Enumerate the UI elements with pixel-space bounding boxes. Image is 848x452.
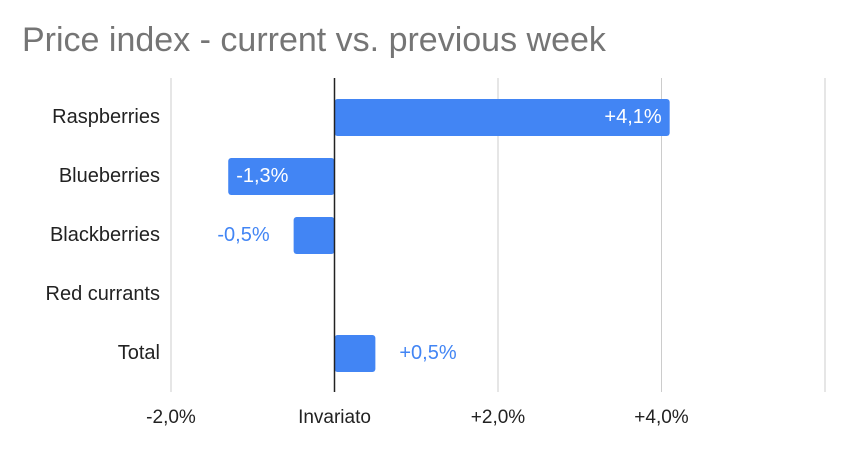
bar xyxy=(334,99,670,136)
x-tick-label: -2,0% xyxy=(146,407,196,428)
x-tick-label: Invariato xyxy=(298,407,371,428)
bar xyxy=(293,217,335,254)
value-label: +0,5% xyxy=(399,342,456,364)
y-tick-label: Raspberries xyxy=(52,106,160,128)
chart-title: Price index - current vs. previous week xyxy=(22,21,607,59)
y-tick-label: Blueberries xyxy=(59,165,160,187)
bar xyxy=(228,158,335,195)
bar xyxy=(334,335,376,372)
x-tick-label: +2,0% xyxy=(471,407,526,428)
value-label: +4,1% xyxy=(604,106,661,128)
value-label: -0,5% xyxy=(217,224,269,246)
y-tick-label: Red currants xyxy=(46,283,161,305)
y-tick-label: Total xyxy=(118,342,160,364)
value-label: -1,3% xyxy=(236,165,288,187)
x-tick-label: +4,0% xyxy=(634,407,689,428)
y-tick-label: Blackberries xyxy=(50,224,160,246)
